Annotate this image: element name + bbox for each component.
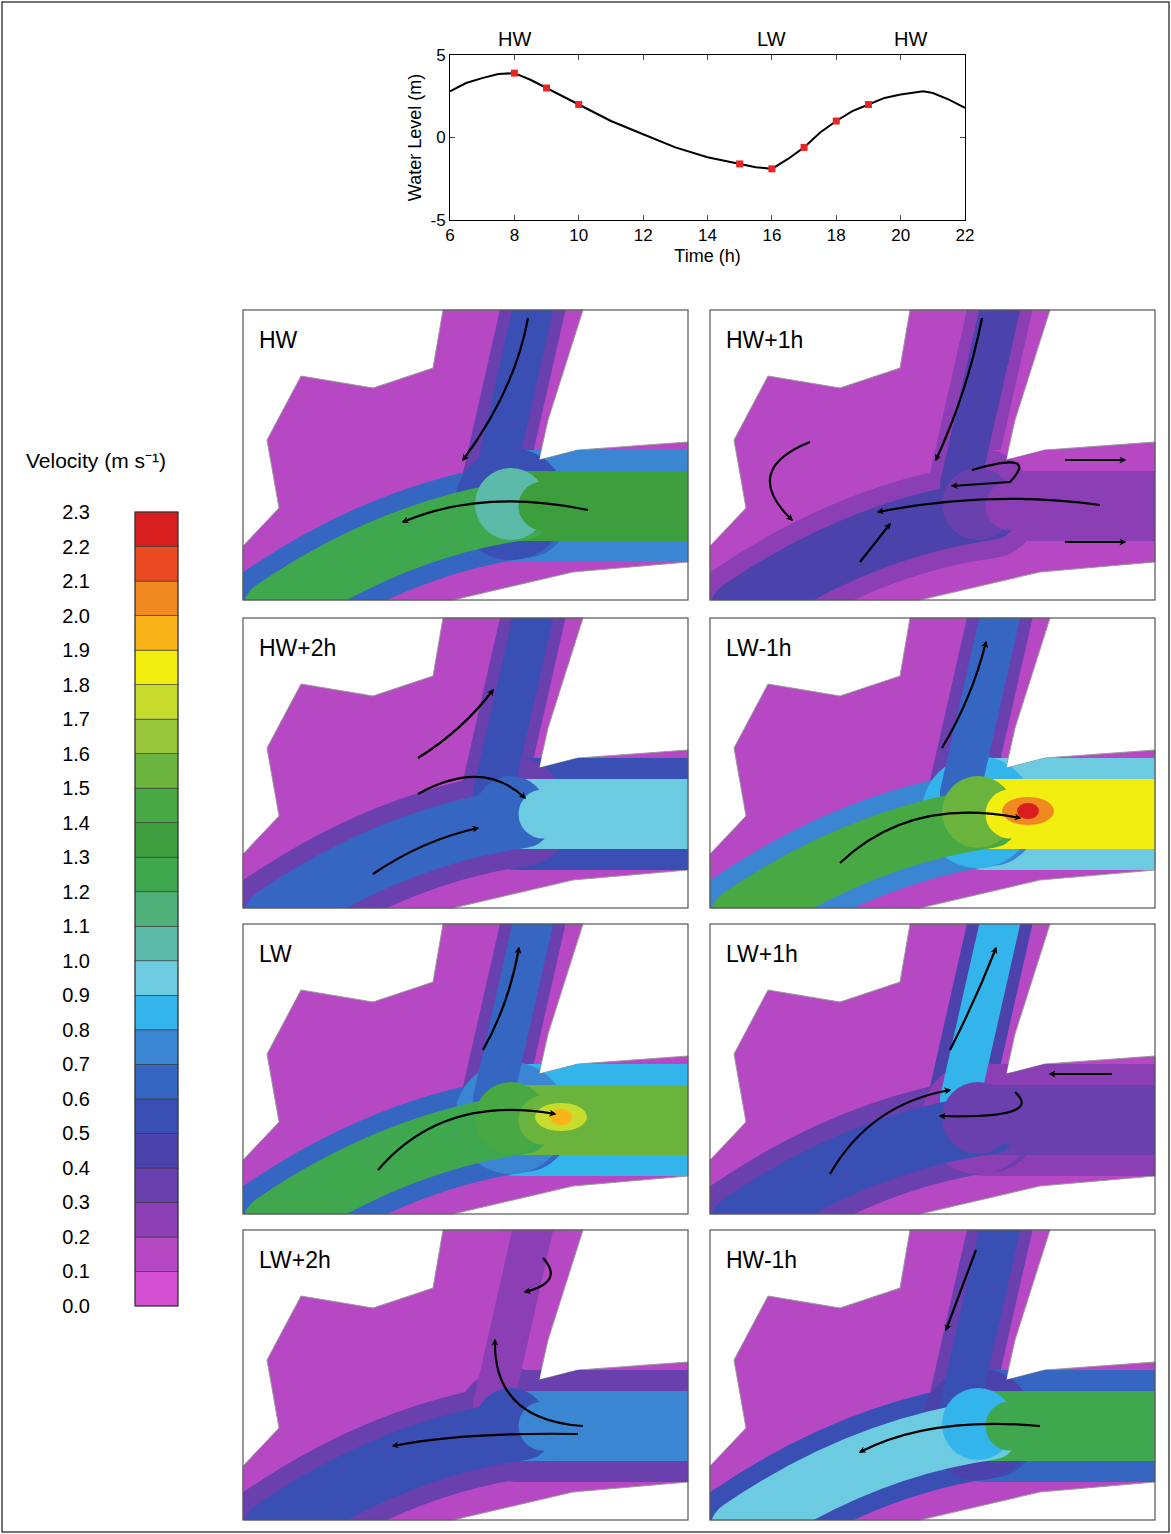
svg-text:6: 6 [445, 226, 454, 245]
svg-text:2.2: 2.2 [62, 536, 90, 558]
svg-text:HW+1h: HW+1h [726, 327, 803, 353]
svg-text:8: 8 [510, 226, 519, 245]
svg-text:-5: -5 [430, 211, 445, 230]
svg-text:10: 10 [569, 226, 588, 245]
svg-text:0.9: 0.9 [62, 984, 90, 1006]
svg-text:0.7: 0.7 [62, 1053, 90, 1075]
svg-text:2.1: 2.1 [62, 570, 90, 592]
svg-text:12: 12 [634, 226, 653, 245]
svg-text:1.0: 1.0 [62, 950, 90, 972]
svg-text:20: 20 [891, 226, 910, 245]
svg-text:14: 14 [698, 226, 717, 245]
svg-text:1.6: 1.6 [62, 743, 90, 765]
svg-text:0.0: 0.0 [62, 1295, 90, 1317]
svg-text:1.3: 1.3 [62, 846, 90, 868]
svg-text:Water Level (m): Water Level (m) [405, 74, 425, 201]
svg-text:0.4: 0.4 [62, 1157, 90, 1179]
svg-text:LW-1h: LW-1h [726, 635, 792, 661]
svg-text:LW+1h: LW+1h [726, 941, 798, 967]
svg-text:2.0: 2.0 [62, 605, 90, 627]
svg-text:HW+2h: HW+2h [259, 635, 336, 661]
svg-text:0.6: 0.6 [62, 1088, 90, 1110]
svg-text:Time (h): Time (h) [674, 246, 740, 266]
svg-text:LW: LW [259, 941, 292, 967]
svg-text:HW: HW [498, 28, 531, 50]
svg-text:0.8: 0.8 [62, 1019, 90, 1041]
svg-text:0.3: 0.3 [62, 1191, 90, 1213]
svg-text:LW: LW [757, 28, 786, 50]
svg-text:0.1: 0.1 [62, 1260, 90, 1282]
svg-text:2.3: 2.3 [62, 501, 90, 523]
svg-text:1.4: 1.4 [62, 812, 90, 834]
svg-text:HW: HW [259, 327, 298, 353]
svg-text:1.9: 1.9 [62, 639, 90, 661]
svg-text:0.2: 0.2 [62, 1226, 90, 1248]
svg-text:HW: HW [894, 28, 927, 50]
svg-text:1.2: 1.2 [62, 881, 90, 903]
svg-text:22: 22 [956, 226, 975, 245]
svg-text:LW+2h: LW+2h [259, 1247, 331, 1273]
svg-text:5: 5 [436, 46, 445, 65]
svg-text:1.7: 1.7 [62, 708, 90, 730]
svg-text:0.5: 0.5 [62, 1122, 90, 1144]
svg-text:16: 16 [762, 226, 781, 245]
svg-text:1.5: 1.5 [62, 777, 90, 799]
svg-text:1.1: 1.1 [62, 915, 90, 937]
svg-text:18: 18 [827, 226, 846, 245]
svg-text:0: 0 [436, 128, 445, 147]
svg-text:1.8: 1.8 [62, 674, 90, 696]
svg-text:Velocity (m s⁻¹): Velocity (m s⁻¹) [26, 449, 166, 472]
svg-text:HW-1h: HW-1h [726, 1247, 797, 1273]
